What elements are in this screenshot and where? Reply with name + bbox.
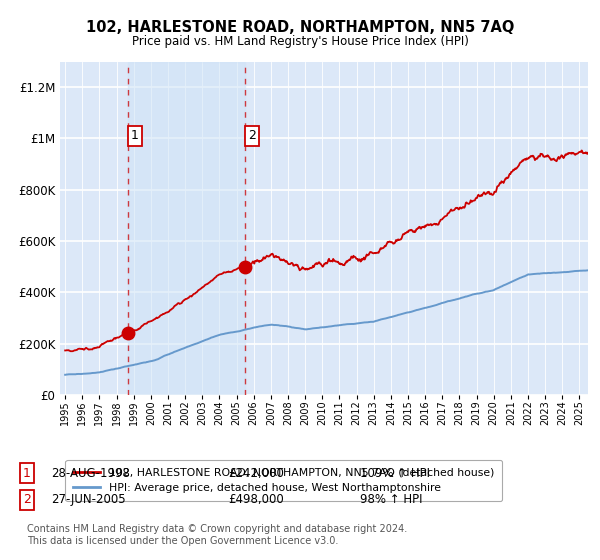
Text: 28-AUG-1998: 28-AUG-1998: [51, 466, 130, 480]
Legend: 102, HARLESTONE ROAD, NORTHAMPTON, NN5 7AQ (detached house), HPI: Average price,: 102, HARLESTONE ROAD, NORTHAMPTON, NN5 7…: [65, 460, 502, 501]
Text: £242,000: £242,000: [228, 466, 284, 480]
Text: 1: 1: [131, 129, 139, 142]
Text: Price paid vs. HM Land Registry's House Price Index (HPI): Price paid vs. HM Land Registry's House …: [131, 35, 469, 48]
Text: 1: 1: [23, 466, 31, 480]
Text: 2: 2: [23, 493, 31, 506]
Text: 27-JUN-2005: 27-JUN-2005: [51, 493, 125, 506]
Text: £498,000: £498,000: [228, 493, 284, 506]
Text: 2: 2: [248, 129, 256, 142]
Bar: [128, 62, 245, 395]
Text: 102, HARLESTONE ROAD, NORTHAMPTON, NN5 7AQ: 102, HARLESTONE ROAD, NORTHAMPTON, NN5 7…: [86, 20, 514, 35]
Text: Contains HM Land Registry data © Crown copyright and database right 2024.
This d: Contains HM Land Registry data © Crown c…: [27, 524, 407, 545]
Text: 98% ↑ HPI: 98% ↑ HPI: [360, 493, 422, 506]
Text: 109% ↑ HPI: 109% ↑ HPI: [360, 466, 430, 480]
